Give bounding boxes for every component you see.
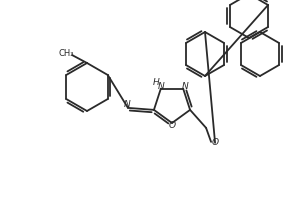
- Text: CH₃: CH₃: [58, 50, 74, 59]
- Text: O: O: [212, 138, 219, 147]
- Text: H: H: [153, 78, 159, 87]
- Text: N: N: [182, 82, 188, 91]
- Text: O: O: [169, 122, 176, 131]
- Text: N: N: [123, 100, 130, 109]
- Text: N: N: [157, 82, 164, 91]
